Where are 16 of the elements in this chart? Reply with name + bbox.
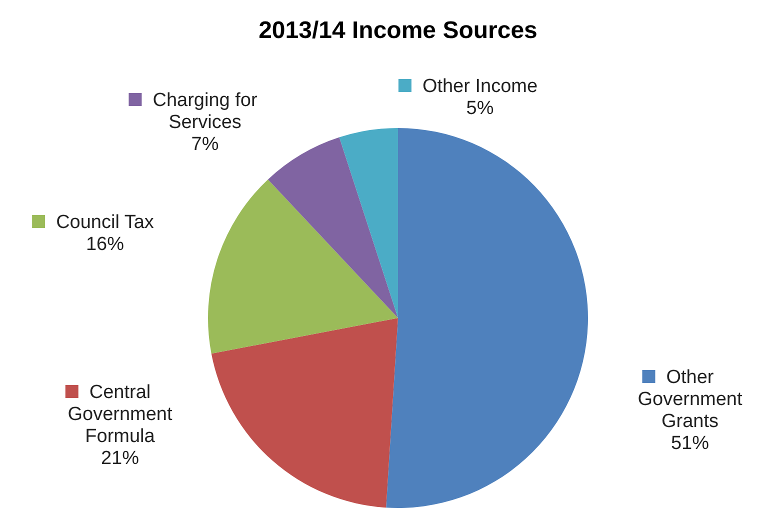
- data-label: 21%: [100, 448, 140, 469]
- legend-label: Other Income: [422, 76, 538, 97]
- pie-slice: [268, 137, 398, 318]
- data-label: 51%: [670, 433, 710, 454]
- legend-label: Council Tax: [56, 212, 154, 233]
- pie-slice: [339, 128, 398, 318]
- pie-slice: [386, 128, 588, 508]
- chart-title: 2013/14 Income Sources: [258, 17, 538, 44]
- legend-label: Charging for Services: [152, 90, 258, 133]
- legend-label: Central Government Formula: [68, 382, 173, 447]
- data-label: 5%: [466, 98, 494, 119]
- pie-slice: [208, 179, 398, 354]
- data-label: 7%: [191, 134, 219, 155]
- data-label: 16%: [86, 234, 124, 255]
- legend-label: Other Government Grants: [638, 367, 743, 432]
- pie-slice: [211, 318, 398, 508]
